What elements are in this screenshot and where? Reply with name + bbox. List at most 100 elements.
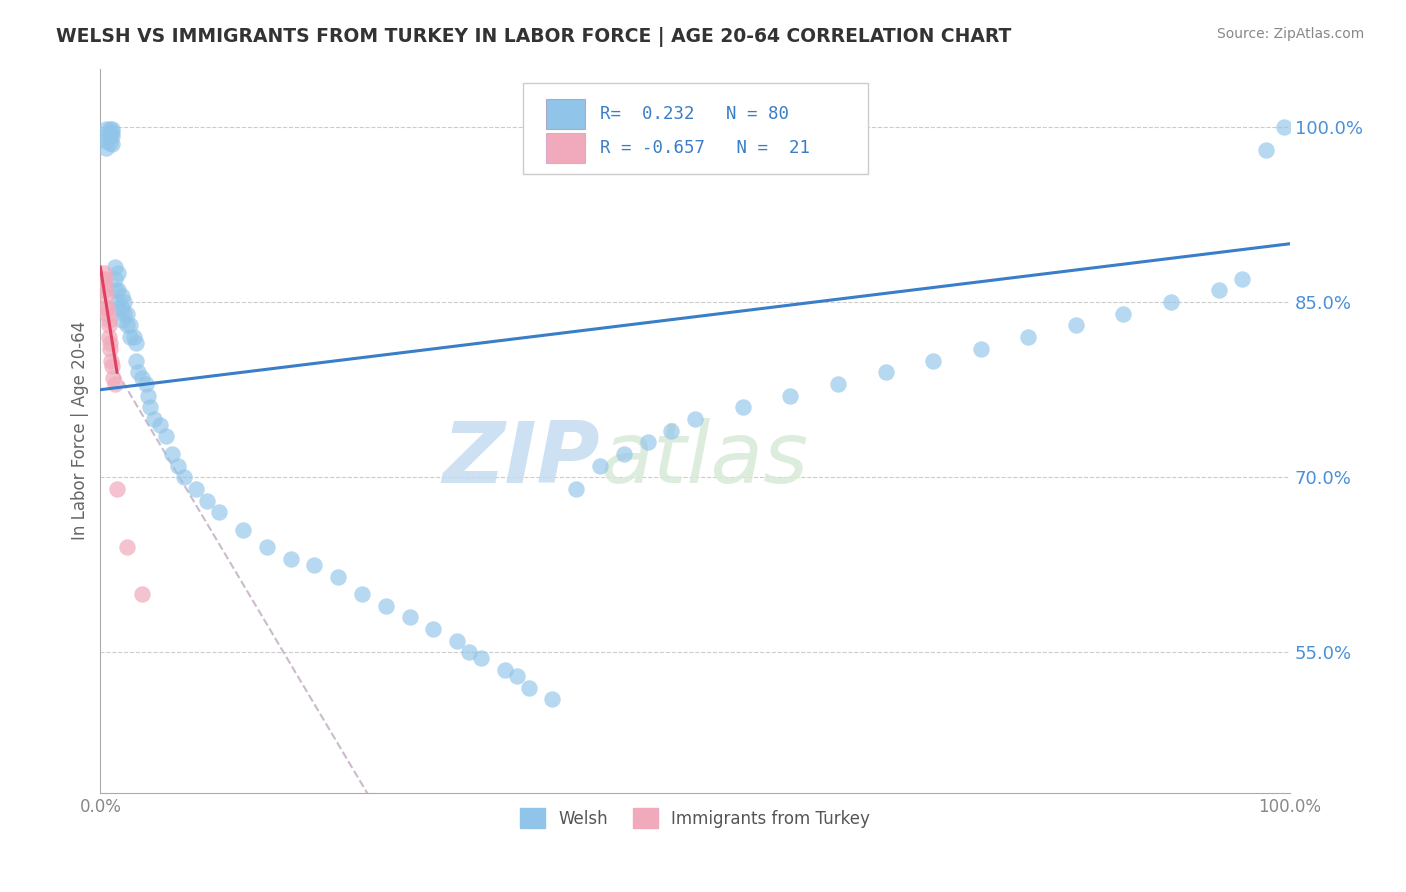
- Point: [173, 470, 195, 484]
- Point: [922, 353, 945, 368]
- Point: [98, 336, 121, 351]
- Point: [112, 295, 135, 310]
- Point: [458, 646, 481, 660]
- Point: [105, 482, 128, 496]
- Point: [970, 342, 993, 356]
- Y-axis label: In Labor Force | Age 20-64: In Labor Force | Age 20-64: [72, 321, 89, 541]
- Point: [97, 318, 120, 333]
- Point: [111, 312, 134, 326]
- Point: [94, 272, 117, 286]
- Point: [115, 307, 138, 321]
- Point: [131, 371, 153, 385]
- Point: [352, 587, 374, 601]
- Point: [122, 330, 145, 344]
- Point: [101, 125, 124, 139]
- Point: [98, 342, 121, 356]
- Point: [101, 122, 124, 136]
- Text: WELSH VS IMMIGRANTS FROM TURKEY IN LABOR FORCE | AGE 20-64 CORRELATION CHART: WELSH VS IMMIGRANTS FROM TURKEY IN LABOR…: [56, 27, 1011, 46]
- Point: [637, 435, 659, 450]
- Point: [142, 412, 165, 426]
- Point: [422, 622, 444, 636]
- Bar: [547, 133, 585, 163]
- Point: [108, 301, 131, 315]
- Point: [96, 122, 118, 136]
- Point: [98, 136, 121, 151]
- Point: [506, 669, 529, 683]
- Point: [101, 137, 124, 152]
- Point: [96, 141, 118, 155]
- Point: [517, 681, 540, 695]
- Point: [96, 128, 118, 142]
- Point: [97, 312, 120, 326]
- Point: [1256, 143, 1278, 157]
- Point: [1112, 307, 1135, 321]
- Point: [446, 633, 468, 648]
- Text: R=  0.232   N = 80: R= 0.232 N = 80: [600, 105, 789, 123]
- Point: [1017, 330, 1039, 344]
- Point: [115, 318, 138, 333]
- Point: [139, 401, 162, 415]
- Point: [111, 289, 134, 303]
- Point: [91, 272, 114, 286]
- Point: [135, 376, 157, 391]
- Point: [541, 692, 564, 706]
- Point: [104, 376, 127, 391]
- Point: [103, 371, 125, 385]
- Text: atlas: atlas: [600, 418, 808, 501]
- Point: [1064, 318, 1087, 333]
- Point: [96, 301, 118, 315]
- Point: [565, 482, 588, 496]
- Point: [96, 301, 118, 315]
- Point: [328, 569, 350, 583]
- Point: [166, 458, 188, 473]
- Point: [96, 307, 118, 321]
- Point: [107, 266, 129, 280]
- Point: [127, 365, 149, 379]
- Point: [208, 505, 231, 519]
- Point: [104, 260, 127, 274]
- Text: R = -0.657   N =  21: R = -0.657 N = 21: [600, 139, 810, 157]
- Point: [136, 388, 159, 402]
- Point: [98, 129, 121, 144]
- Point: [149, 417, 172, 432]
- Point: [470, 651, 492, 665]
- Point: [827, 376, 849, 391]
- Point: [115, 541, 138, 555]
- Point: [104, 272, 127, 286]
- Point: [1272, 120, 1295, 134]
- Point: [232, 523, 254, 537]
- Point: [731, 401, 754, 415]
- Point: [93, 277, 115, 292]
- Point: [101, 129, 124, 144]
- Point: [111, 301, 134, 315]
- Point: [101, 359, 124, 374]
- Point: [96, 289, 118, 303]
- FancyBboxPatch shape: [523, 83, 868, 174]
- Point: [93, 266, 115, 280]
- Point: [107, 284, 129, 298]
- Point: [120, 330, 142, 344]
- Point: [683, 412, 706, 426]
- Point: [120, 318, 142, 333]
- Text: Source: ZipAtlas.com: Source: ZipAtlas.com: [1216, 27, 1364, 41]
- Point: [779, 388, 801, 402]
- Point: [98, 122, 121, 136]
- Point: [280, 552, 302, 566]
- Point: [104, 284, 127, 298]
- Point: [94, 284, 117, 298]
- Point: [398, 610, 420, 624]
- Point: [1208, 284, 1230, 298]
- Point: [184, 482, 207, 496]
- Point: [875, 365, 897, 379]
- Point: [613, 447, 636, 461]
- Point: [661, 424, 683, 438]
- Point: [96, 134, 118, 148]
- Point: [155, 429, 177, 443]
- Point: [112, 307, 135, 321]
- Point: [1232, 272, 1254, 286]
- Point: [125, 353, 148, 368]
- Bar: [547, 99, 585, 129]
- Point: [107, 295, 129, 310]
- Point: [304, 558, 326, 572]
- Point: [100, 353, 122, 368]
